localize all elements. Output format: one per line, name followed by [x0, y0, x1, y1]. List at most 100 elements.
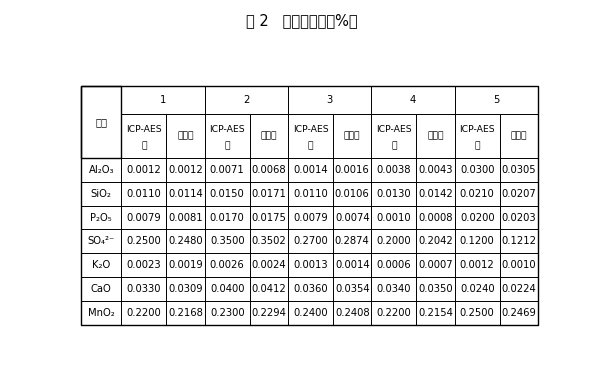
Text: 0.0300: 0.0300 [460, 165, 495, 175]
Text: 本方法: 本方法 [427, 131, 444, 140]
Text: 本方法: 本方法 [178, 131, 194, 140]
Bar [371, 114, 417, 158]
Bar [417, 301, 455, 325]
Text: 3: 3 [327, 95, 333, 105]
Bar [205, 114, 250, 158]
Text: 0.0006: 0.0006 [376, 260, 411, 270]
Text: 0.2042: 0.2042 [418, 236, 453, 246]
Text: 0.0210: 0.0210 [460, 189, 495, 199]
Text: 0.2000: 0.2000 [376, 236, 411, 246]
Bar [205, 253, 250, 277]
Bar [417, 277, 455, 301]
Bar [333, 182, 371, 206]
Text: 0.0130: 0.0130 [376, 189, 411, 199]
Text: 0.2168: 0.2168 [168, 308, 203, 318]
Bar [500, 158, 538, 182]
Text: 0.3500: 0.3500 [210, 236, 245, 246]
Text: 0.0010: 0.0010 [501, 260, 536, 270]
Bar [333, 158, 371, 182]
Text: 0.0170: 0.0170 [210, 213, 245, 223]
Bar [81, 158, 121, 182]
Text: 0.0081: 0.0081 [169, 213, 203, 223]
Bar [500, 182, 538, 206]
Text: ICP-AES: ICP-AES [126, 125, 162, 134]
Text: 0.0207: 0.0207 [501, 189, 536, 199]
Bar [288, 182, 333, 206]
Text: 0.2200: 0.2200 [376, 308, 411, 318]
Bar [455, 253, 500, 277]
Bar [205, 277, 250, 301]
Bar [167, 114, 205, 158]
Bar [371, 182, 417, 206]
Text: 2: 2 [243, 95, 249, 105]
Text: SO₄²⁻: SO₄²⁻ [88, 236, 115, 246]
Text: 0.0106: 0.0106 [335, 189, 370, 199]
Text: 0.0240: 0.0240 [460, 284, 495, 294]
Text: Al₂O₃: Al₂O₃ [88, 165, 114, 175]
Text: 0.1212: 0.1212 [501, 236, 536, 246]
Text: 0.2400: 0.2400 [293, 308, 328, 318]
Text: 0.2294: 0.2294 [251, 308, 286, 318]
Bar [205, 182, 250, 206]
Text: 0.2469: 0.2469 [501, 308, 536, 318]
Text: 0.0079: 0.0079 [126, 213, 161, 223]
Bar [288, 301, 333, 325]
Bar [333, 206, 371, 229]
Text: 0.0224: 0.0224 [501, 284, 536, 294]
Text: 法: 法 [475, 141, 480, 150]
Text: 0.0068: 0.0068 [252, 165, 286, 175]
Bar [333, 114, 371, 158]
Bar [371, 277, 417, 301]
Bar [455, 158, 500, 182]
Text: 4: 4 [410, 95, 416, 105]
Text: 0.0008: 0.0008 [419, 213, 453, 223]
Text: 法: 法 [391, 141, 397, 150]
Text: 0.0110: 0.0110 [126, 189, 161, 199]
Text: 0.0013: 0.0013 [293, 260, 328, 270]
Bar [121, 277, 167, 301]
Text: 0.2700: 0.2700 [293, 236, 328, 246]
Text: MnO₂: MnO₂ [88, 308, 115, 318]
Text: 0.0038: 0.0038 [377, 165, 411, 175]
Bar [121, 158, 167, 182]
Bar [288, 114, 333, 158]
Bar [121, 206, 167, 229]
Text: 0.0079: 0.0079 [293, 213, 328, 223]
Text: 0.2500: 0.2500 [460, 308, 495, 318]
Bar [81, 301, 121, 325]
Bar [371, 301, 417, 325]
Bar [250, 277, 288, 301]
Bar [371, 87, 455, 114]
Bar [167, 301, 205, 325]
Bar [81, 182, 121, 206]
Text: 0.0071: 0.0071 [210, 165, 245, 175]
Bar [500, 301, 538, 325]
Bar [167, 277, 205, 301]
Bar [81, 253, 121, 277]
Bar [121, 114, 167, 158]
Bar [205, 229, 250, 253]
Text: 0.0330: 0.0330 [127, 284, 161, 294]
Text: 0.0354: 0.0354 [335, 284, 370, 294]
Text: ICP-AES: ICP-AES [210, 125, 245, 134]
Text: 0.0026: 0.0026 [210, 260, 245, 270]
Bar [250, 301, 288, 325]
Text: 0.2300: 0.2300 [210, 308, 245, 318]
Bar [167, 253, 205, 277]
Text: ICP-AES: ICP-AES [293, 125, 329, 134]
Bar [250, 158, 288, 182]
Bar [167, 158, 205, 182]
Text: CaO: CaO [91, 284, 112, 294]
Bar [500, 229, 538, 253]
Text: 0.0014: 0.0014 [335, 260, 370, 270]
Bar [121, 182, 167, 206]
Bar [455, 114, 500, 158]
Text: 0.2500: 0.2500 [126, 236, 161, 246]
Bar [288, 87, 371, 114]
Bar [455, 301, 500, 325]
Text: ICP-AES: ICP-AES [376, 125, 412, 134]
Bar [250, 182, 288, 206]
Text: 0.0043: 0.0043 [419, 165, 453, 175]
Bar [288, 277, 333, 301]
Bar [250, 229, 288, 253]
